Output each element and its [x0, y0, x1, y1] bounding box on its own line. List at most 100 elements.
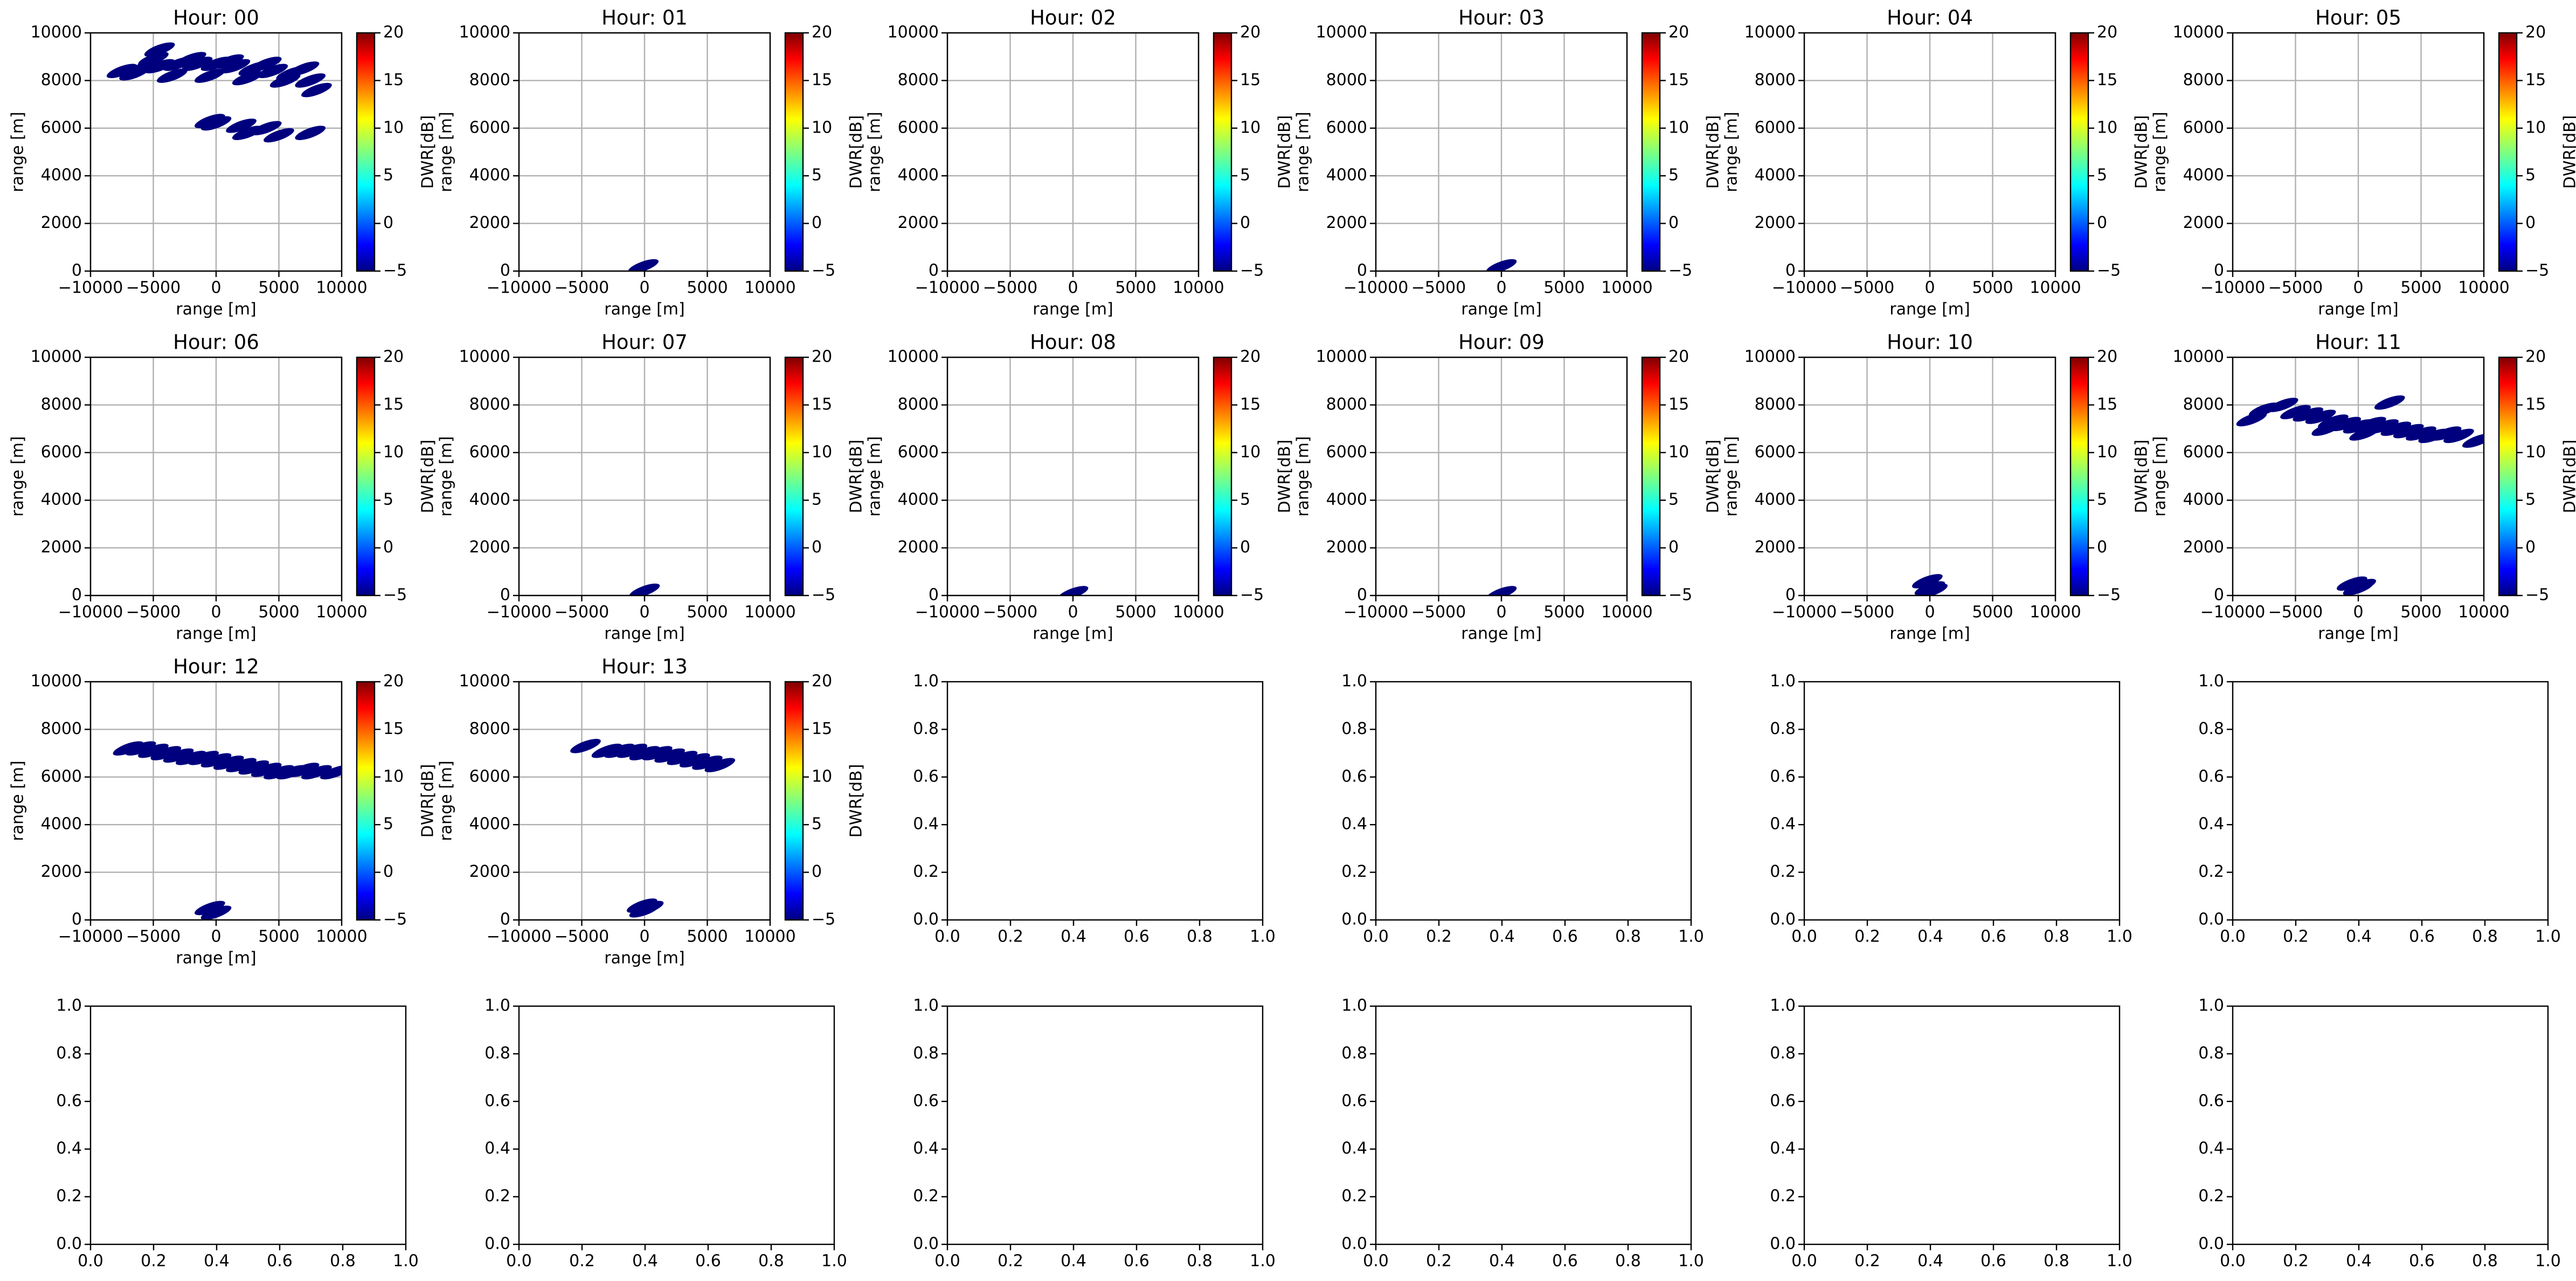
subplot: −10000 −5000 0 5000 10000 0 2000 4000 6000 8000 10… [437, 6, 866, 319]
y-tick-label: 2000 [469, 538, 510, 557]
echo-cell [1912, 574, 1943, 588]
colorbar-tick-label: 0 [812, 538, 822, 557]
y-tick-label: 2000 [1755, 538, 1796, 557]
y-tick-label: 8000 [898, 71, 939, 89]
y-tick-label: 0 [2214, 586, 2224, 605]
x-tick-label: 0 [639, 279, 649, 297]
echo-cell [667, 751, 698, 765]
colorbar-tick-label: −5 [812, 261, 835, 280]
colorbar-tick-label: 20 [1668, 348, 1689, 366]
y-tick-label: 0.2 [913, 1187, 939, 1206]
y-tick-label: 8000 [2183, 395, 2224, 414]
x-tick-label: 5000 [687, 927, 728, 946]
x-tick-label: 0.4 [632, 1252, 658, 1271]
echo-cell [2355, 417, 2386, 432]
x-tick-label: 1.0 [2107, 927, 2132, 946]
y-axis-label: range [m] [437, 112, 456, 192]
y-tick-label: 6000 [1755, 118, 1796, 137]
x-tick-label: 1.0 [2535, 1252, 2561, 1271]
echo-cell [150, 746, 182, 760]
colorbar-tick-label: 20 [1240, 23, 1261, 42]
colorbar-tick-label: 10 [812, 442, 832, 461]
colorbar-tick-label: 20 [2097, 23, 2117, 42]
subplot: 0.0 0.2 0.4 0.6 0.8 1.0 0.0 0.2 0.4 0.6 0.8 1.0 [2198, 996, 2561, 1271]
y-tick-label: 10000 [31, 672, 82, 691]
y-tick-label: 10000 [888, 348, 939, 366]
y-tick-label: 2000 [469, 213, 510, 232]
echo-cell [251, 57, 282, 71]
subplot: 0.0 0.2 0.4 0.6 0.8 1.0 0.0 0.2 0.4 0.6 0.8 1.0 [913, 996, 1276, 1271]
colorbar-label: DWR[dB] [419, 440, 438, 514]
y-tick-label: 0.8 [2198, 1044, 2224, 1063]
y-axis-label: range [m] [9, 112, 27, 192]
y-tick-label: 10000 [459, 672, 510, 691]
subplot-title: Hour: 07 [601, 331, 688, 354]
echo-cell [119, 66, 150, 81]
y-tick-label: 8000 [41, 719, 82, 738]
y-axis-label: range [m] [1294, 112, 1313, 192]
x-tick-label: 1.0 [1250, 1252, 1276, 1271]
colorbar-tick-label: 15 [1668, 395, 1689, 414]
y-tick-label: 1.0 [2198, 996, 2224, 1015]
subplot-title: Hour: 00 [173, 6, 259, 30]
echo-cell [188, 751, 219, 765]
colorbar-tick-label: −5 [2097, 261, 2121, 280]
x-tick-label: 0.6 [267, 1252, 293, 1271]
echo-cell [2430, 426, 2462, 441]
y-tick-label: 0 [72, 261, 82, 280]
x-tick-label: −5000 [983, 279, 1037, 297]
y-tick-label: 6000 [898, 442, 939, 461]
y-tick-label: 0 [72, 586, 82, 605]
y-tick-label: 0.6 [2198, 1091, 2224, 1110]
echo-cell [213, 755, 244, 770]
colorbar-label: DWR[dB] [2561, 440, 2576, 514]
y-tick-label: 0 [500, 586, 510, 605]
x-tick-label: 0.0 [1363, 927, 1389, 946]
subplot: 0.0 0.2 0.4 0.6 0.8 1.0 0.0 0.2 0.4 0.6 0.8 1.0 [1341, 672, 1704, 946]
y-tick-label: 0.0 [2198, 1235, 2224, 1254]
subplot: 0.0 0.2 0.4 0.6 0.8 1.0 0.0 0.2 0.4 0.6 0.8 1.0 [1341, 996, 1704, 1271]
echo-cell [226, 758, 257, 772]
y-axis-label: range [m] [9, 436, 27, 516]
echo-cell [2305, 410, 2336, 424]
echo-cell [194, 901, 225, 916]
data-layer [1486, 586, 1517, 596]
x-tick-label: 0.6 [1124, 927, 1149, 946]
colorbar-tick-label: 0 [383, 538, 393, 557]
y-tick-label: 6000 [469, 767, 510, 786]
x-tick-label: 0 [1068, 603, 1078, 622]
echo-cell [2462, 433, 2484, 448]
x-tick-label: 0.0 [506, 1252, 532, 1271]
echo-cell [288, 763, 320, 777]
x-tick-label: 0.2 [1854, 1252, 1880, 1271]
y-tick-label: 4000 [41, 815, 82, 834]
x-axis-label: range [m] [604, 625, 684, 643]
subplot: 0.0 0.2 0.4 0.6 0.8 1.0 0.0 0.2 0.4 0.6 0.8 1.0 [56, 996, 419, 1271]
y-tick-label: 2000 [2183, 213, 2224, 232]
colorbar-tick-label: −5 [812, 910, 835, 929]
data-layer [1486, 259, 1517, 271]
colorbar-tick-label: 15 [812, 71, 832, 89]
x-tick-label: 5000 [1543, 279, 1584, 297]
colorbar-tick-label: 15 [1240, 395, 1261, 414]
x-tick-label: 0.6 [1124, 1252, 1149, 1271]
y-tick-label: 6000 [469, 442, 510, 461]
y-tick-label: 0.8 [1341, 1044, 1367, 1063]
x-tick-label: −10000 [1344, 603, 1409, 622]
y-tick-label: 1.0 [1341, 996, 1367, 1015]
y-tick-label: 4000 [41, 166, 82, 185]
y-tick-label: 0.0 [56, 1235, 82, 1254]
y-tick-label: 1.0 [484, 996, 510, 1015]
colorbar [1213, 356, 1232, 597]
x-axis-label: range [m] [2318, 625, 2398, 643]
y-tick-label: 0.4 [1770, 1139, 1796, 1158]
echo-cell [1486, 259, 1517, 271]
y-tick-label: 4000 [469, 490, 510, 509]
x-tick-label: 5000 [1115, 603, 1156, 622]
echo-cell [2280, 405, 2311, 419]
y-tick-label: 0.0 [913, 1235, 939, 1254]
x-axis-label: range [m] [1033, 625, 1113, 643]
y-tick-label: 2000 [41, 213, 82, 232]
x-tick-label: 10000 [316, 279, 367, 297]
x-tick-label: 0 [639, 927, 649, 946]
